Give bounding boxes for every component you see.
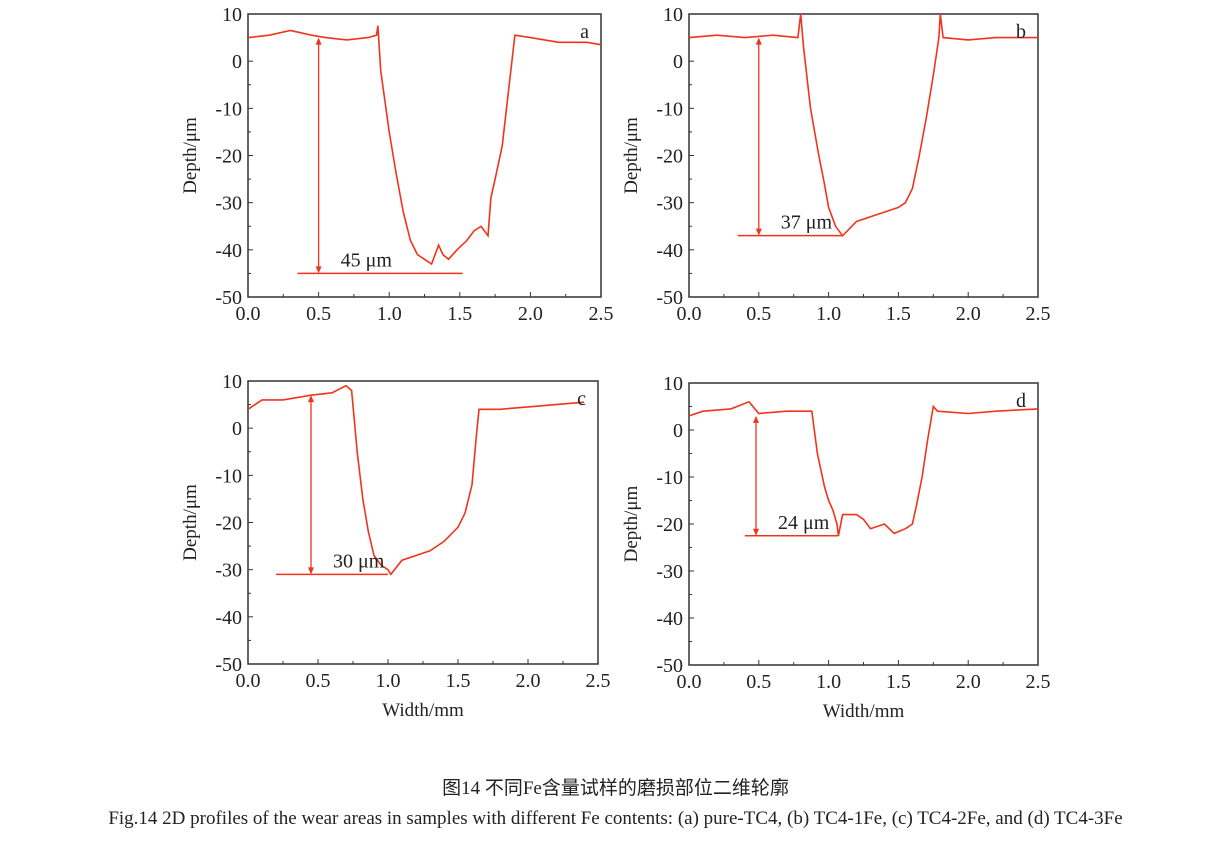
y-tick-label: -50 (215, 654, 242, 676)
profile-line (247, 384, 585, 576)
x-tick-label: 1.5 (886, 303, 911, 325)
x-tick-label: 1.0 (816, 671, 841, 693)
y-tick-label: 0 (673, 420, 683, 442)
arrow-head-up-icon (315, 37, 322, 45)
y-tick-label: -30 (215, 193, 242, 215)
y-tick-label: -30 (656, 193, 683, 215)
y-tick-label: 10 (663, 4, 683, 26)
y-tick-label: -40 (656, 608, 683, 630)
y-tick-label: -50 (215, 287, 242, 309)
panel-b: 0.0 0.5 1.0 1.5 2.0 2.5 10 0 -10 -20 -30 -40 -50 Dept… (621, 4, 1051, 325)
y-tick-label: -40 (215, 240, 242, 262)
arrow-head-up-icon (755, 37, 762, 45)
arrow-head-up-icon (308, 395, 314, 403)
panel-d: 0.0 0.5 1.0 1.5 2.0 2.5 10 0 -10 -20 -30 -40 -50 Dept… (621, 373, 1051, 722)
x-axis-label: Width/mm (823, 701, 905, 722)
y-axis-label: Depth/μm (621, 117, 642, 194)
profile-line (247, 25, 602, 266)
x-tick-label: 2.0 (956, 303, 981, 325)
depth-annotation-label: 24 μm (778, 512, 830, 534)
y-tick-label: -30 (656, 561, 683, 583)
x-tick-label: 1.5 (886, 671, 911, 693)
x-tick-label: 0.0 (677, 671, 702, 693)
caption-chinese: 图14 不同Fe含量试样的磨损部位二维轮廓 (442, 778, 789, 799)
x-tick-label: 0.5 (306, 670, 331, 692)
panel-label: b (1016, 21, 1026, 43)
y-tick-label: -10 (215, 465, 242, 487)
x-tick-label: 0.5 (746, 671, 771, 693)
x-tick-label: 1.0 (376, 670, 401, 692)
x-tick-label: 0.5 (306, 303, 331, 325)
y-tick-label: -40 (215, 607, 242, 629)
y-tick-label: -20 (656, 514, 683, 536)
panel-label: c (577, 388, 586, 410)
profile-line (688, 400, 1039, 536)
y-tick-label: -20 (656, 146, 683, 168)
arrow-head-down-icon (753, 528, 760, 536)
arrow-head-down-icon (308, 567, 314, 575)
plot-frame (688, 13, 1039, 298)
y-tick-label: -20 (215, 146, 242, 168)
x-tick-label: 2.0 (518, 303, 543, 325)
x-tick-label: 0.0 (236, 303, 261, 325)
x-tick-label: 2.5 (589, 303, 614, 325)
y-tick-label: 10 (222, 4, 242, 26)
x-tick-label: 0.0 (236, 670, 261, 692)
x-tick-label: 0.0 (677, 303, 702, 325)
panel-a: 0.0 0.5 1.0 1.5 2.0 2.5 10 0 -10 -20 -30 -40 -50 Dept… (180, 4, 614, 325)
x-tick-label: 2.0 (516, 670, 541, 692)
arrow-head-down-icon (755, 228, 762, 236)
y-tick-label: -10 (215, 98, 242, 120)
x-tick-label: 2.5 (1026, 303, 1051, 325)
y-tick-label: -50 (656, 287, 683, 309)
y-tick-label: -50 (656, 655, 683, 677)
x-tick-label: 2.5 (1026, 671, 1051, 693)
panel-label: a (580, 21, 589, 43)
y-tick-label: -10 (656, 467, 683, 489)
x-tick-label: 1.0 (377, 303, 402, 325)
plot-frame (247, 13, 602, 298)
profile-line (688, 13, 1038, 237)
y-tick-label: -40 (656, 240, 683, 262)
depth-annotation-label: 37 μm (781, 212, 833, 234)
x-tick-label: 0.5 (746, 303, 771, 325)
x-tick-label: 1.5 (446, 670, 471, 692)
x-tick-label: 1.5 (447, 303, 472, 325)
y-tick-label: -30 (215, 560, 242, 582)
x-tick-label: 1.0 (816, 303, 841, 325)
plot-frame (247, 380, 599, 665)
y-tick-label: 0 (232, 418, 242, 440)
x-tick-label: 2.0 (956, 671, 981, 693)
y-axis-label: Depth/μm (621, 485, 642, 562)
y-tick-label: 0 (673, 51, 683, 73)
depth-annotation-label: 45 μm (341, 249, 393, 271)
y-tick-label: -10 (656, 98, 683, 120)
y-axis-label: Depth/μm (180, 484, 201, 561)
panel-label: d (1016, 390, 1026, 412)
arrow-head-up-icon (753, 415, 760, 423)
y-tick-label: -20 (215, 513, 242, 535)
x-axis-label: Width/mm (382, 700, 464, 721)
depth-annotation-label: 30 μm (333, 550, 385, 572)
x-tick-label: 2.5 (586, 670, 611, 692)
panel-c: 0.0 0.5 1.0 1.5 2.0 2.5 10 0 -10 -20 -30 -40 -50 Dept… (180, 371, 611, 721)
plot-frame (688, 382, 1039, 666)
y-tick-label: 10 (663, 373, 683, 395)
arrow-head-down-icon (315, 266, 322, 274)
caption-english: Fig.14 2D profiles of the wear areas in … (108, 808, 1123, 829)
y-axis-label: Depth/μm (180, 117, 201, 194)
y-tick-label: 0 (232, 51, 242, 73)
y-tick-label: 10 (222, 371, 242, 393)
